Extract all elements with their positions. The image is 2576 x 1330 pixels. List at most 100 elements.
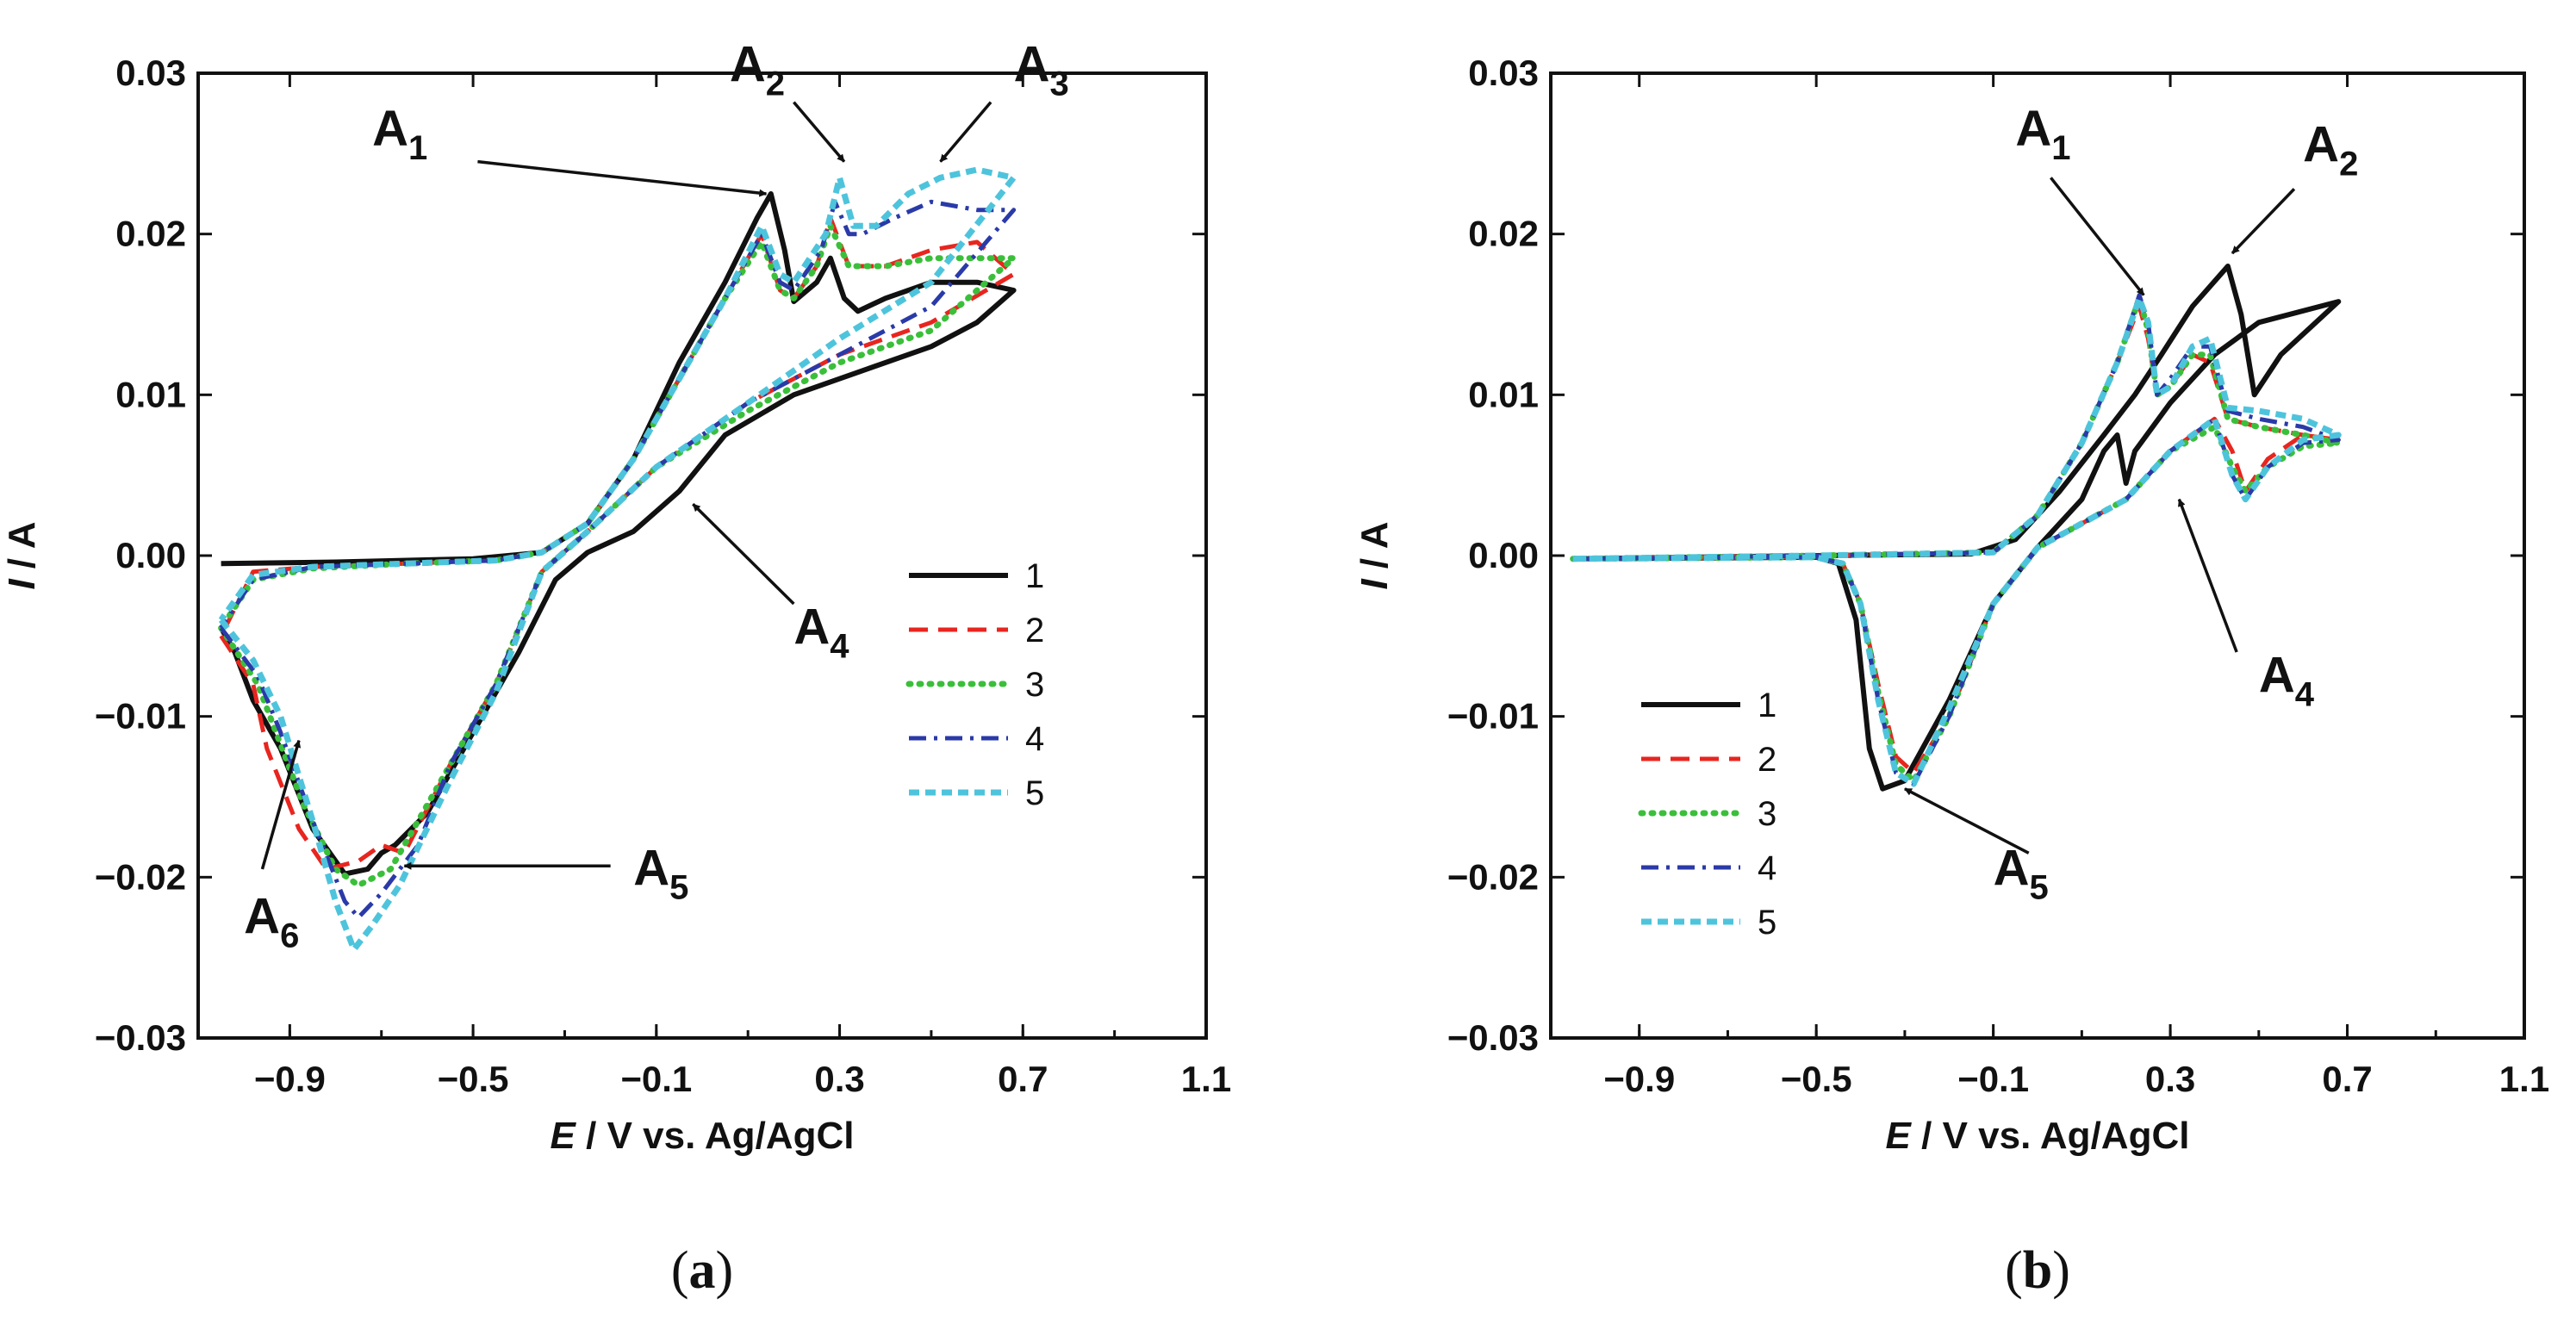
panel-a-annotation-a2: A2	[730, 36, 785, 103]
panel-b-y-axis-label-symbol: I	[1353, 579, 1396, 590]
panel-a-annotation-letter: A	[633, 841, 669, 897]
panel-b-x-tick-label: 1.1	[2499, 1059, 2549, 1099]
panel-b-y-tick-label: 0.02	[1468, 214, 1539, 254]
panel-b-annotation-letter: A	[1994, 841, 2030, 897]
panel-b-annotation-a1: A1	[2015, 101, 2070, 167]
panel-a-annotation-arrow-a2	[793, 101, 846, 163]
panel-a-x-axis-label: E / V vs. Ag/AgCl	[551, 1115, 855, 1157]
panel-a-x-tick-label: −0.5	[438, 1059, 509, 1099]
panel-a-annotation-arrow-a4	[692, 503, 795, 606]
panel-b-annotation-arrow-a5	[1904, 787, 2030, 855]
panel-a-annotation-a1: A1	[372, 101, 427, 167]
panel-b-y-tick-label: 0.00	[1468, 535, 1539, 575]
panel-b-annotation-arrow-a2	[2231, 188, 2296, 255]
panel-a-annotation-a4: A4	[793, 600, 849, 666]
panel-b-y-tick-label: −0.03	[1447, 1017, 1539, 1058]
panel-a-legend-label-4: 4	[1025, 720, 1044, 758]
panel-b-y-axis-label-text: / A	[1353, 521, 1396, 579]
panel-b-y-axis-label: I / A	[1353, 521, 1396, 589]
panel-b-annotation-letter: A	[2259, 648, 2295, 704]
panel-a-label-open: (	[671, 1241, 689, 1300]
panel-a-annotation-letter: A	[730, 36, 766, 92]
panel-b-annotation-subscript: 4	[2295, 676, 2315, 714]
panel-a-annotation-letter: A	[372, 101, 408, 157]
panel-a-label-close: )	[716, 1241, 734, 1300]
panel-b-x-axis-label: E / V vs. Ag/AgCl	[1886, 1115, 2190, 1157]
panel-a-x-tick-label: −0.9	[254, 1059, 326, 1099]
panel-a: −0.9 −0.5 −0.1 0.3 0.7 1.1 0.03 0.02 0.01 0.00 −0.…	[1, 36, 1231, 1300]
panel-a-label: (a)	[671, 1241, 733, 1300]
panel-b-label-close: )	[2052, 1241, 2070, 1300]
panel-a-y-tick-label: −0.02	[95, 856, 186, 897]
panel-a-ticks: −0.9 −0.5 −0.1 0.3 0.7 1.1 0.03 0.02 0.01 0.00 −0.…	[95, 53, 1231, 1099]
panel-b-x-tick-label: −0.9	[1603, 1059, 1675, 1099]
panel-a-x-tick-label: 0.7	[998, 1059, 1048, 1099]
panel-a-y-axis-label-text: / A	[1, 521, 43, 579]
panel-b-legend-label-1: 1	[1758, 687, 1776, 724]
panel-b-x-tick-label: 0.3	[2145, 1059, 2195, 1099]
panel-b-legend-label-5: 5	[1758, 904, 1776, 942]
panel-b-y-tick-label: −0.01	[1447, 696, 1539, 736]
panel-a-series-5-line	[218, 166, 1017, 953]
panel-b-x-axis-label-text: / V vs. Ag/AgCl	[1911, 1115, 2190, 1157]
panel-a-annotation-arrow-a1	[477, 159, 768, 197]
panel-b-annotation-letter: A	[2015, 101, 2051, 157]
panel-b-label-open: (	[2005, 1241, 2023, 1300]
panel-b-annotation-a5: A5	[1994, 841, 2049, 907]
panel-b-plot-area	[1570, 264, 2342, 792]
panel-a-annotation-arrow-a6	[260, 739, 302, 870]
panel-a-annotation-letter: A	[244, 889, 280, 945]
panel-b-y-tick-label: 0.01	[1468, 374, 1539, 414]
panel-a-x-tick-label: 1.1	[1181, 1059, 1231, 1099]
panel-a-y-tick-label: 0.03	[115, 53, 186, 93]
panel-b-annotation-a4: A4	[2259, 648, 2315, 714]
panel-a-annotation-arrow-a3	[939, 101, 992, 163]
panel-b-series-1-line	[1572, 264, 2342, 792]
panel-b-label: (b)	[2005, 1241, 2070, 1300]
panel-a-series-2-line	[219, 215, 1017, 872]
panel-a-series-3-line	[218, 222, 1017, 889]
panel-b-legend-label-3: 3	[1758, 795, 1776, 833]
panel-a-y-tick-label: −0.03	[95, 1017, 186, 1058]
panel-b-ticks: −0.9 −0.5 −0.1 0.3 0.7 1.1 0.03 0.02 0.01 0.00 −0.…	[1447, 53, 2549, 1099]
panel-b-annotation-arrow-a4	[2177, 498, 2238, 653]
panel-b-annotation-letter: A	[2303, 117, 2339, 173]
panel-a-y-tick-label: −0.01	[95, 696, 186, 736]
panel-a-x-axis-label-text: / V vs. Ag/AgCl	[576, 1115, 855, 1157]
panel-b-x-tick-label: −0.5	[1781, 1059, 1852, 1099]
panel-b-y-tick-label: 0.03	[1468, 53, 1539, 93]
panel-b-y-tick-label: −0.02	[1447, 856, 1539, 897]
panel-a-y-tick-label: 0.00	[115, 535, 186, 575]
panel-a-annotation-subscript: 1	[408, 129, 427, 167]
panel-b-annotation-subscript: 2	[2339, 146, 2358, 183]
panel-b-x-tick-label: 0.7	[2322, 1059, 2372, 1099]
panel-b-legend-label-4: 4	[1758, 849, 1776, 887]
panel-a-y-axis-label-symbol: I	[1, 579, 43, 590]
panel-a-annotation-subscript: 2	[766, 65, 785, 103]
panel-a-y-tick-label: 0.02	[115, 214, 186, 254]
panel-a-y-axis-label: I / A	[1, 521, 43, 589]
panel-b-annotation-a2: A2	[2303, 117, 2358, 183]
panel-b-legend-label-2: 2	[1758, 741, 1776, 779]
panel-a-annotation-subscript: 5	[669, 869, 688, 907]
panel-b-series-3-line	[1570, 295, 2342, 784]
panel-b-series-5-line	[1572, 295, 2342, 787]
panel-a-legend-label-2: 2	[1025, 612, 1044, 649]
panel-a-plot-area	[218, 166, 1017, 953]
panel-a-label-letter: a	[689, 1241, 716, 1300]
panel-a-annotation-letter: A	[1014, 36, 1050, 92]
panel-a-x-tick-label: 0.3	[814, 1059, 864, 1099]
panel-a-legend-label-3: 3	[1025, 666, 1044, 704]
panel-a-legend-label-1: 1	[1025, 557, 1044, 595]
panel-a-annotation-subscript: 3	[1050, 65, 1069, 103]
panel-b-x-tick-label: −0.1	[1957, 1059, 2029, 1099]
panel-a-annotation-a5: A5	[633, 841, 688, 907]
panel-b-annotation-subscript: 1	[2051, 129, 2070, 167]
panel-a-legend: 1 2 3 4 5	[905, 557, 1044, 812]
panel-b-label-letter: b	[2023, 1241, 2052, 1300]
panel-a-series-4-line	[219, 199, 1017, 920]
panel-b: −0.9 −0.5 −0.1 0.3 0.7 1.1 0.03 0.02 0.01 0.00 −0.…	[1353, 53, 2549, 1300]
